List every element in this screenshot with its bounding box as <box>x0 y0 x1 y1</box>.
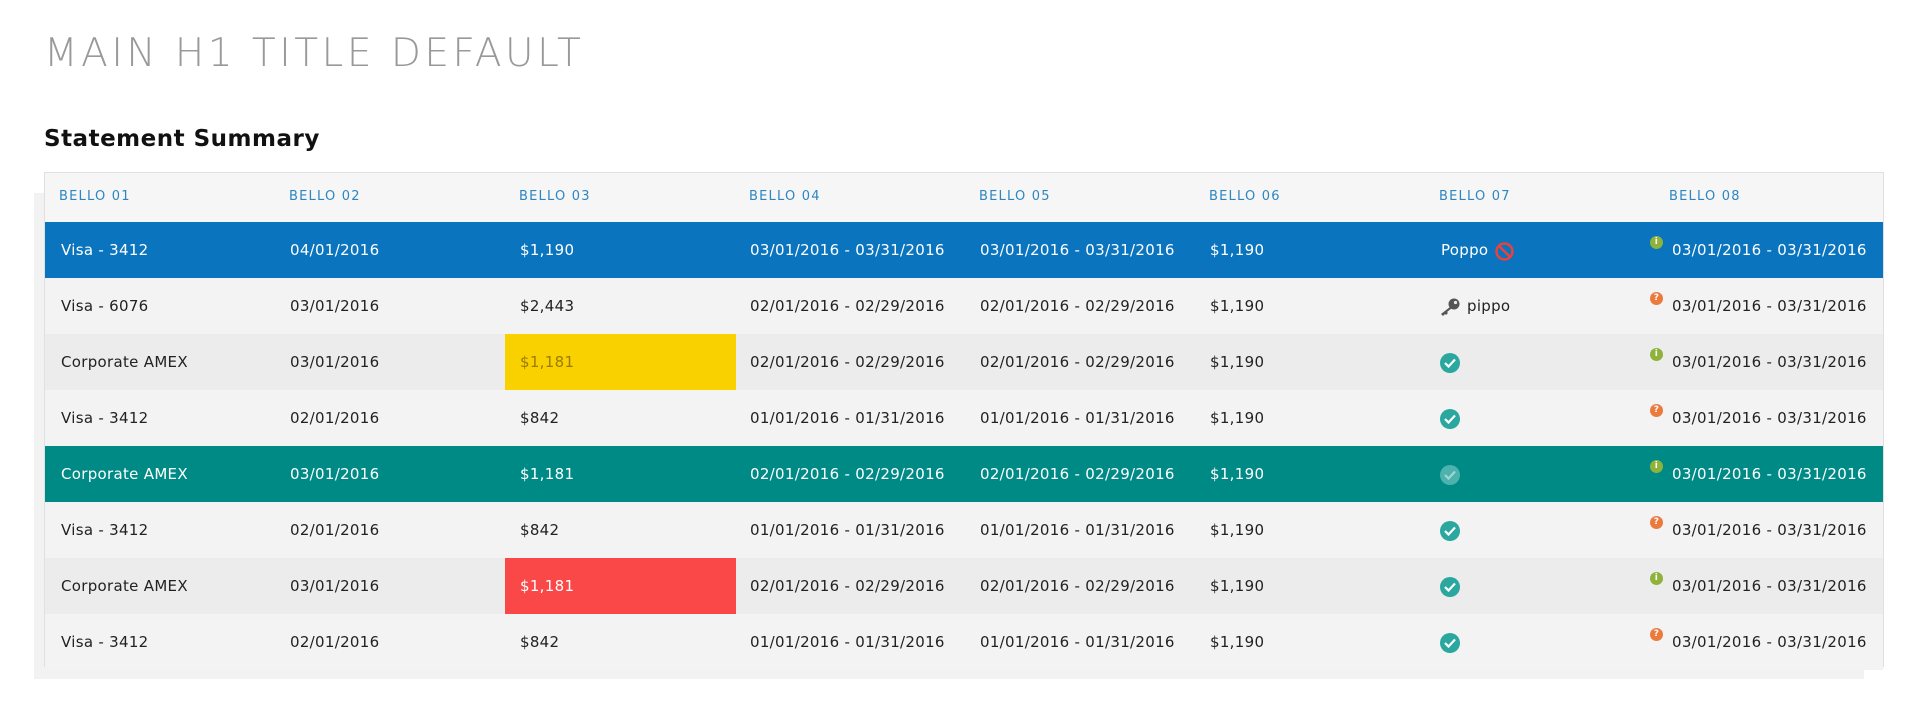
amount-cell: $2,443 <box>520 297 575 315</box>
period-cell: 03/01/2016 - 03/31/2016 <box>1672 633 1867 651</box>
card-cell: Visa - 3412 <box>61 521 149 539</box>
amount-cell: $1,190 <box>1210 241 1265 259</box>
period-cell: 03/01/2016 - 03/31/2016 <box>1672 409 1867 427</box>
check-icon[interactable] <box>1440 577 1460 597</box>
amount-cell: $1,190 <box>1210 297 1265 315</box>
period-cell: 02/01/2016 - 02/29/2016 <box>980 465 1175 483</box>
ban-icon[interactable] <box>1494 241 1515 266</box>
key-icon[interactable] <box>1439 298 1461 320</box>
card-cell: Corporate AMEX <box>61 465 188 483</box>
period-cell: 01/01/2016 - 01/31/2016 <box>980 633 1175 651</box>
table-row[interactable]: Corporate AMEX 03/01/2016 $1,181 02/01/2… <box>45 334 1883 390</box>
column-header-1[interactable]: BELLO 01 <box>59 189 131 204</box>
period-cell: 03/01/2016 - 03/31/2016 <box>750 241 945 259</box>
table-row[interactable]: Corporate AMEX 03/01/2016 $1,181 02/01/2… <box>45 446 1883 502</box>
amount-cell: $1,181 <box>520 465 575 483</box>
period-cell: 03/01/2016 - 03/31/2016 <box>1672 353 1867 371</box>
period-cell: 03/01/2016 - 03/31/2016 <box>1672 465 1867 483</box>
period-cell: 01/01/2016 - 01/31/2016 <box>750 633 945 651</box>
table-row[interactable]: Visa - 3412 02/01/2016 $842 01/01/2016 -… <box>45 502 1883 558</box>
period-cell: 03/01/2016 - 03/31/2016 <box>1672 297 1867 315</box>
date-cell: 04/01/2016 <box>290 241 380 259</box>
date-cell: 03/01/2016 <box>290 297 380 315</box>
amount-cell: $842 <box>520 409 560 427</box>
table-row[interactable]: Visa - 3412 02/01/2016 $842 01/01/2016 -… <box>45 390 1883 446</box>
period-cell: 02/01/2016 - 02/29/2016 <box>980 297 1175 315</box>
help-icon[interactable]: ? <box>1650 628 1663 641</box>
period-cell: 02/01/2016 - 02/29/2016 <box>980 353 1175 371</box>
period-cell: 03/01/2016 - 03/31/2016 <box>1672 241 1867 259</box>
amount-cell: $1,190 <box>1210 633 1265 651</box>
statement-summary-table: BELLO 01 BELLO 02 BELLO 03 BELLO 04 BELL… <box>44 172 1884 670</box>
info-icon[interactable]: i <box>1650 572 1663 585</box>
check-icon[interactable] <box>1440 409 1460 429</box>
amount-cell: $1,190 <box>1210 465 1265 483</box>
info-icon[interactable]: i <box>1650 236 1663 249</box>
card-cell: Visa - 3412 <box>61 633 149 651</box>
date-cell: 03/01/2016 <box>290 577 380 595</box>
column-header-7[interactable]: BELLO 07 <box>1439 189 1511 204</box>
amount-cell: $1,181 <box>520 577 575 595</box>
period-cell: 01/01/2016 - 01/31/2016 <box>980 521 1175 539</box>
period-cell: 02/01/2016 - 02/29/2016 <box>750 465 945 483</box>
amount-cell: $842 <box>520 521 560 539</box>
amount-cell: $1,190 <box>1210 409 1265 427</box>
check-icon[interactable] <box>1440 353 1460 373</box>
card-cell: Visa - 3412 <box>61 409 149 427</box>
column-header-2[interactable]: BELLO 02 <box>289 189 361 204</box>
table-header: BELLO 01 BELLO 02 BELLO 03 BELLO 04 BELL… <box>45 173 1883 222</box>
date-cell: 02/01/2016 <box>290 409 380 427</box>
amount-cell: $1,190 <box>1210 521 1265 539</box>
period-cell: 01/01/2016 - 01/31/2016 <box>750 521 945 539</box>
column-header-8[interactable]: BELLO 08 <box>1669 189 1741 204</box>
card-cell: Visa - 6076 <box>61 297 149 315</box>
period-cell: 02/01/2016 - 02/29/2016 <box>750 353 945 371</box>
table-row[interactable]: Visa - 3412 04/01/2016 $1,190 03/01/2016… <box>45 222 1883 278</box>
highlight-cell <box>505 558 736 614</box>
status-label: Poppo <box>1441 241 1489 259</box>
period-cell: 02/01/2016 - 02/29/2016 <box>750 577 945 595</box>
highlight-cell <box>505 334 736 390</box>
check-icon[interactable] <box>1440 465 1460 485</box>
amount-cell: $1,190 <box>1210 353 1265 371</box>
table-row[interactable]: Visa - 6076 03/01/2016 $2,443 02/01/2016… <box>45 278 1883 334</box>
page-title: MAIN H1 TITLE DEFAULT <box>44 31 585 76</box>
section-title: Statement Summary <box>44 126 320 152</box>
amount-cell: $842 <box>520 633 560 651</box>
status-label: pippo <box>1467 297 1511 315</box>
period-cell: 01/01/2016 - 01/31/2016 <box>750 409 945 427</box>
amount-cell: $1,190 <box>1210 577 1265 595</box>
card-cell: Corporate AMEX <box>61 577 188 595</box>
column-header-3[interactable]: BELLO 03 <box>519 189 591 204</box>
date-cell: 02/01/2016 <box>290 633 380 651</box>
column-header-6[interactable]: BELLO 06 <box>1209 189 1281 204</box>
card-cell: Corporate AMEX <box>61 353 188 371</box>
date-cell: 03/01/2016 <box>290 465 380 483</box>
date-cell: 02/01/2016 <box>290 521 380 539</box>
column-header-4[interactable]: BELLO 04 <box>749 189 821 204</box>
period-cell: 03/01/2016 - 03/31/2016 <box>980 241 1175 259</box>
period-cell: 02/01/2016 - 02/29/2016 <box>750 297 945 315</box>
column-header-5[interactable]: BELLO 05 <box>979 189 1051 204</box>
help-icon[interactable]: ? <box>1650 404 1663 417</box>
amount-cell: $1,181 <box>520 353 575 371</box>
period-cell: 03/01/2016 - 03/31/2016 <box>1672 577 1867 595</box>
info-icon[interactable]: i <box>1650 460 1663 473</box>
date-cell: 03/01/2016 <box>290 353 380 371</box>
check-icon[interactable] <box>1440 633 1460 653</box>
card-cell: Visa - 3412 <box>61 241 149 259</box>
amount-cell: $1,190 <box>520 241 575 259</box>
period-cell: 02/01/2016 - 02/29/2016 <box>980 577 1175 595</box>
help-icon[interactable]: ? <box>1650 292 1663 305</box>
period-cell: 01/01/2016 - 01/31/2016 <box>980 409 1175 427</box>
period-cell: 03/01/2016 - 03/31/2016 <box>1672 521 1867 539</box>
table-row[interactable]: Visa - 3412 02/01/2016 $842 01/01/2016 -… <box>45 614 1883 670</box>
help-icon[interactable]: ? <box>1650 516 1663 529</box>
check-icon[interactable] <box>1440 521 1460 541</box>
info-icon[interactable]: i <box>1650 348 1663 361</box>
table-row[interactable]: Corporate AMEX 03/01/2016 $1,181 02/01/2… <box>45 558 1883 614</box>
